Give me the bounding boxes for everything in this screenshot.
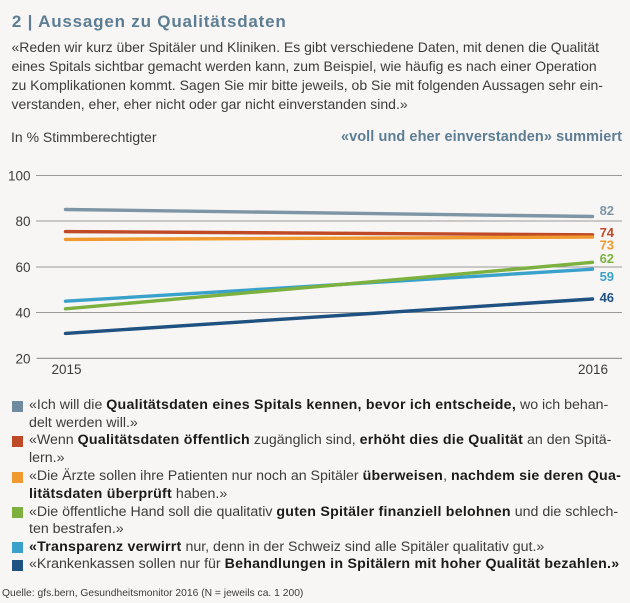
- svg-text:100: 100: [8, 168, 31, 183]
- svg-text:59: 59: [600, 269, 614, 284]
- svg-text:80: 80: [15, 214, 30, 229]
- svg-text:2016: 2016: [578, 362, 608, 377]
- svg-text:2015: 2015: [51, 362, 81, 377]
- svg-text:20: 20: [15, 351, 30, 366]
- svg-text:73: 73: [600, 238, 614, 253]
- svg-text:62: 62: [600, 251, 614, 266]
- svg-text:82: 82: [600, 203, 614, 218]
- svg-text:74: 74: [600, 225, 615, 240]
- svg-text:60: 60: [15, 260, 30, 275]
- svg-text:46: 46: [600, 290, 614, 305]
- svg-text:40: 40: [15, 306, 30, 321]
